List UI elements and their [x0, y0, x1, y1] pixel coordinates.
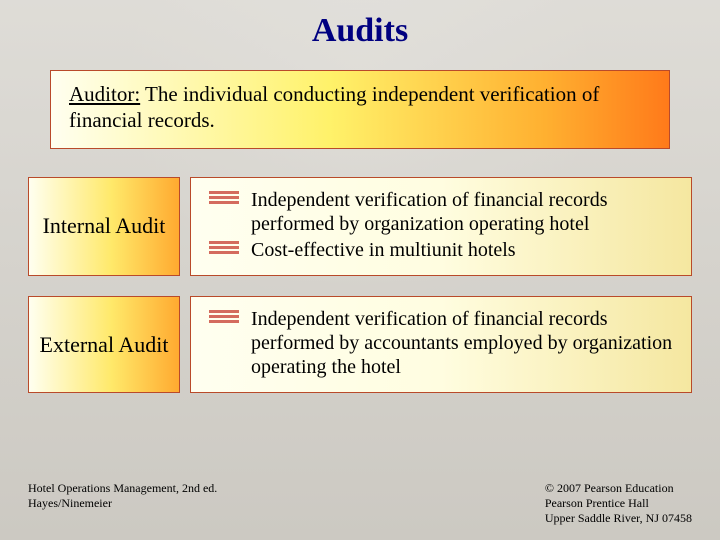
footer-right-line3: Upper Saddle River, NJ 07458 [545, 511, 692, 526]
definition-text: The individual conducting independent ve… [69, 82, 599, 132]
list-item: Independent verification of financial re… [203, 188, 675, 237]
list-item: Independent verification of financial re… [203, 307, 675, 380]
row-label-external: External Audit [28, 296, 180, 393]
footer-right-line2: Pearson Prentice Hall [545, 496, 692, 511]
row-body-internal: Independent verification of financial re… [190, 177, 692, 276]
definition-box: Auditor: The individual conducting indep… [50, 70, 670, 149]
footer: Hotel Operations Management, 2nd ed. Hay… [28, 481, 692, 526]
definition-term: Auditor: [69, 82, 140, 106]
row-internal: Internal Audit Independent verification … [28, 177, 692, 276]
footer-right-line1: © 2007 Pearson Education [545, 481, 692, 496]
row-external: External Audit Independent verification … [28, 296, 692, 393]
row-label-text: Internal Audit [43, 213, 166, 238]
row-label-internal: Internal Audit [28, 177, 180, 276]
row-body-external: Independent verification of financial re… [190, 296, 692, 393]
page-title: Audits [20, 12, 700, 50]
footer-left-line2: Hayes/Ninemeier [28, 496, 217, 511]
bullet-list: Independent verification of financial re… [203, 307, 675, 380]
list-item: Cost-effective in multiunit hotels [203, 238, 675, 262]
row-label-text: External Audit [40, 332, 169, 357]
footer-left-line1: Hotel Operations Management, 2nd ed. [28, 481, 217, 496]
bullet-list: Independent verification of financial re… [203, 188, 675, 263]
footer-left: Hotel Operations Management, 2nd ed. Hay… [28, 481, 217, 526]
slide: Audits Auditor: The individual conductin… [0, 0, 720, 540]
footer-right: © 2007 Pearson Education Pearson Prentic… [545, 481, 692, 526]
